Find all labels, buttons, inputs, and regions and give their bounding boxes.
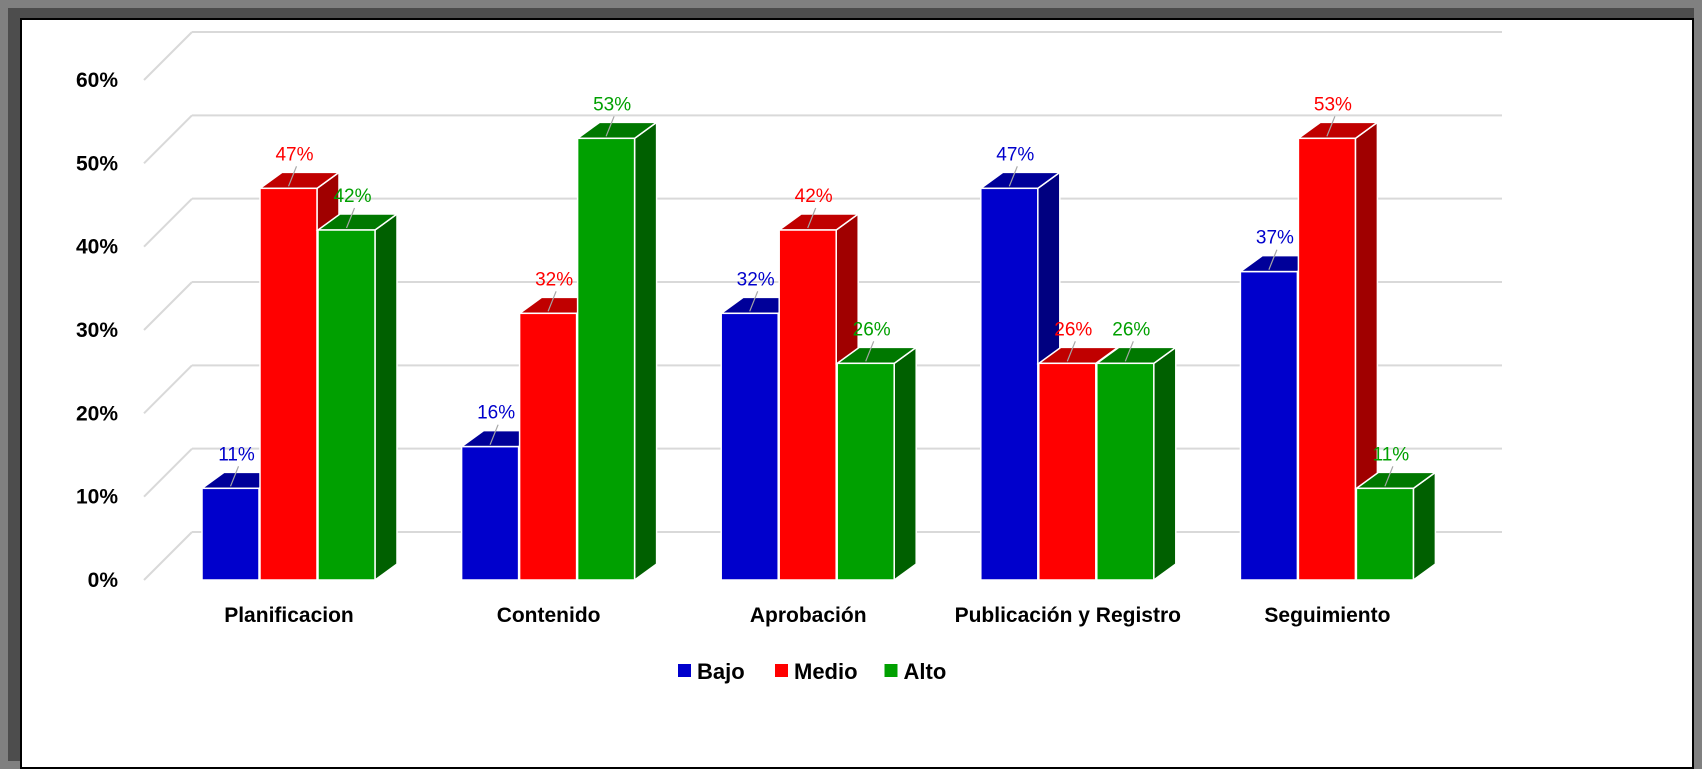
leader-line <box>865 341 875 362</box>
bar-side <box>374 212 398 582</box>
x-category-label: Publicación y Registro <box>955 604 1181 627</box>
data-label: 16% <box>477 403 515 424</box>
legend-swatch <box>678 664 691 677</box>
data-label: 42% <box>795 186 833 207</box>
bar <box>1038 362 1097 581</box>
gridline-diagonal <box>143 364 193 415</box>
data-label: 47% <box>275 144 313 165</box>
legend-label: Bajo <box>697 659 745 684</box>
y-tick-label: 40% <box>76 236 118 259</box>
bar <box>201 487 260 581</box>
bar <box>1096 362 1155 581</box>
gridline-diagonal <box>143 281 193 331</box>
bar <box>1239 270 1299 581</box>
data-label: 53% <box>1314 94 1352 115</box>
bar <box>980 187 1039 581</box>
gridline-diagonal <box>143 31 193 81</box>
legend: Bajo Medio Alto <box>678 659 946 684</box>
data-label: 11% <box>1373 444 1410 465</box>
bar <box>836 362 895 581</box>
bar <box>778 229 837 581</box>
leader-line <box>1384 466 1394 487</box>
bar <box>317 229 376 581</box>
legend-swatch <box>884 664 898 677</box>
leader-line <box>1268 249 1278 270</box>
x-category-label: Seguimiento <box>1264 604 1390 627</box>
bar <box>1297 137 1357 581</box>
leader-line <box>345 207 356 229</box>
y-tick-label: 50% <box>76 152 118 175</box>
legend-label: Medio <box>794 659 858 684</box>
leader-line <box>287 166 298 187</box>
leader-line <box>489 424 499 445</box>
gridline-diagonal <box>143 447 193 498</box>
legend-label: Alto <box>904 659 947 684</box>
legend-swatch <box>775 664 788 677</box>
x-category-label: Aprobación <box>750 604 867 627</box>
bar-side <box>1153 345 1177 582</box>
x-category-label: Planificacion <box>224 604 354 627</box>
y-tick-label: 60% <box>76 69 118 92</box>
data-label: 26% <box>853 319 891 340</box>
leader-line <box>807 207 817 229</box>
bar <box>576 137 636 581</box>
leader-line <box>1008 166 1018 187</box>
data-label: 26% <box>1054 319 1092 340</box>
leader-line <box>229 466 240 487</box>
data-label: 32% <box>535 269 573 290</box>
leader-line <box>547 291 557 312</box>
bar <box>1355 487 1415 581</box>
bars: 11% 47% 42% 16% 32% 53% 32% 42% 26% 47% 26% 26% 37% 5… <box>199 94 1438 582</box>
y-tick-label: 20% <box>76 402 118 425</box>
gridline-diagonal <box>143 114 193 165</box>
x-category-label: Contenido <box>497 604 601 627</box>
bar-side <box>893 345 917 582</box>
data-label: 53% <box>593 94 631 115</box>
y-tick-label: 10% <box>76 486 118 509</box>
y-tick-label: 0% <box>88 569 119 592</box>
data-label: 11% <box>218 444 255 465</box>
data-label: 47% <box>996 144 1034 165</box>
data-label: 42% <box>333 186 371 207</box>
bar-side <box>1412 470 1437 582</box>
x-axis: Planificacion Contenido Aprobación Publicac… <box>224 604 1390 627</box>
data-label: 37% <box>1256 228 1294 249</box>
leader-line <box>605 116 615 137</box>
bar <box>518 312 578 581</box>
leader-line <box>749 291 759 312</box>
bar-side <box>633 120 658 582</box>
leader-line <box>1124 341 1134 362</box>
bar <box>460 445 520 581</box>
data-label: 32% <box>737 269 775 290</box>
y-tick-label: 30% <box>76 319 118 342</box>
leader-line <box>1066 341 1076 362</box>
bar <box>259 187 318 581</box>
leader-line <box>1326 116 1336 137</box>
gridline-diagonal <box>143 531 193 581</box>
data-label: 26% <box>1112 319 1150 340</box>
bar <box>720 312 779 581</box>
y-axis: 0% 10% 20% 30% 40% 50% 60% <box>76 69 118 592</box>
gridline-diagonal <box>143 197 193 248</box>
